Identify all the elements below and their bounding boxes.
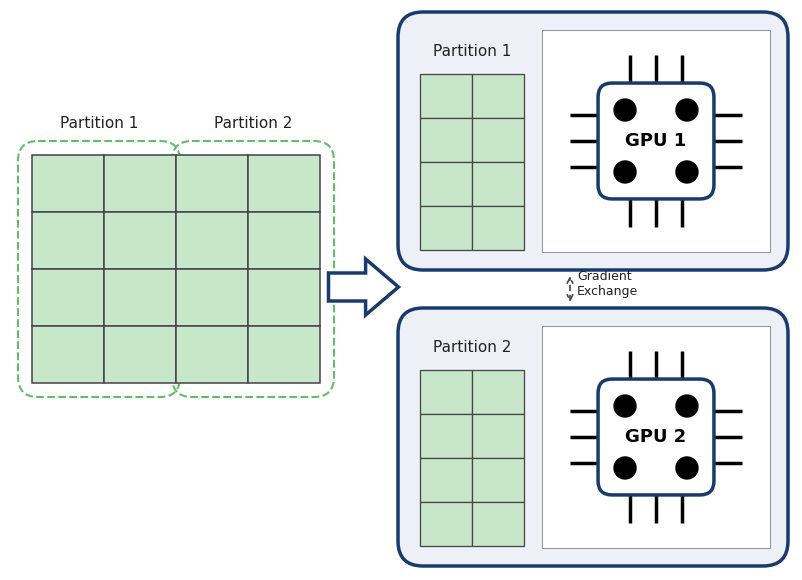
Bar: [420, 162, 472, 206]
Bar: [472, 502, 524, 546]
Polygon shape: [329, 259, 399, 315]
Bar: [176, 212, 248, 269]
Bar: [420, 206, 472, 250]
FancyBboxPatch shape: [398, 12, 788, 270]
Bar: [420, 74, 472, 118]
Bar: [420, 370, 472, 414]
Bar: [104, 326, 176, 383]
Bar: [104, 269, 176, 326]
Bar: [472, 206, 524, 250]
Bar: [420, 502, 472, 546]
Bar: [104, 212, 176, 269]
Bar: [248, 269, 320, 326]
Bar: [472, 74, 524, 118]
Bar: [420, 458, 472, 502]
Bar: [176, 269, 248, 326]
FancyBboxPatch shape: [598, 83, 714, 199]
Bar: [32, 155, 104, 212]
Bar: [176, 155, 248, 212]
Bar: [472, 118, 524, 162]
Bar: [472, 458, 524, 502]
Text: Partition 1: Partition 1: [60, 116, 138, 131]
Text: Partition 2: Partition 2: [433, 340, 511, 356]
Circle shape: [676, 161, 698, 183]
Text: Gradient
Exchange: Gradient Exchange: [577, 270, 638, 298]
Bar: [420, 414, 472, 458]
Circle shape: [676, 457, 698, 479]
Circle shape: [676, 395, 698, 417]
Circle shape: [614, 99, 636, 121]
Bar: [32, 212, 104, 269]
Bar: [542, 326, 770, 548]
Circle shape: [614, 395, 636, 417]
Bar: [104, 155, 176, 212]
Text: GPU 2: GPU 2: [626, 428, 687, 446]
FancyBboxPatch shape: [398, 308, 788, 566]
Bar: [32, 269, 104, 326]
Bar: [248, 155, 320, 212]
Bar: [32, 326, 104, 383]
Circle shape: [614, 457, 636, 479]
Bar: [420, 118, 472, 162]
Circle shape: [676, 99, 698, 121]
Bar: [472, 414, 524, 458]
Circle shape: [614, 161, 636, 183]
Bar: [472, 162, 524, 206]
FancyBboxPatch shape: [598, 379, 714, 495]
Bar: [248, 326, 320, 383]
Text: Partition 2: Partition 2: [214, 116, 292, 131]
Bar: [248, 212, 320, 269]
Text: GPU 1: GPU 1: [626, 132, 687, 150]
Bar: [542, 30, 770, 252]
Text: Partition 1: Partition 1: [433, 45, 511, 60]
Bar: [472, 370, 524, 414]
Bar: [176, 326, 248, 383]
